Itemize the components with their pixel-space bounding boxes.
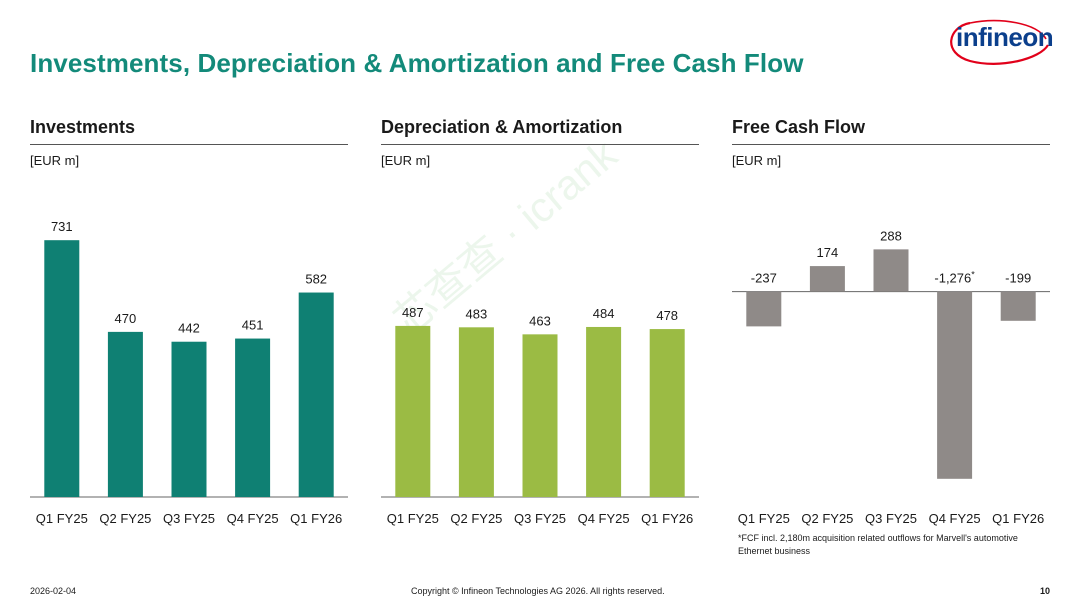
fcf-category-label-3: Q3 FY25 <box>865 511 917 526</box>
fcf-title: Free Cash Flow <box>732 117 866 137</box>
investments-bar-1 <box>44 240 80 497</box>
logo-swoosh-icon <box>950 19 1049 65</box>
fcf-bar-1 <box>746 291 782 327</box>
fcf-value-label-3: 288 <box>880 228 902 243</box>
fcf-footnote: *FCF incl. 2,180m acquisition related ou… <box>738 533 1018 556</box>
depreciation-title: Depreciation & Amortization <box>381 117 623 137</box>
depreciation-rule <box>381 144 699 145</box>
depreciation-bar-3 <box>522 334 558 497</box>
investments-category-label-3: Q3 FY25 <box>163 511 215 526</box>
page-number: 10 <box>1040 586 1051 596</box>
investments-bar-3 <box>171 341 207 497</box>
investments-chart: 731 Q1 FY25 470 Q2 FY25 442 Q3 FY25 451 Q4 FY25… <box>30 219 348 526</box>
fcf-value-label-4: -1,276* <box>934 270 975 286</box>
fcf-bar-4 <box>937 291 973 479</box>
fcf-value-note-4: * <box>971 270 975 280</box>
fcf-category-label-4: Q4 FY25 <box>929 511 981 526</box>
fcf-value-label-5: -199 <box>1005 271 1031 286</box>
fcf-bar-2 <box>809 266 845 292</box>
fcf-bar-3 <box>873 249 909 292</box>
fcf-bar-5 <box>1000 291 1036 321</box>
fcf-category-label-5: Q1 FY26 <box>992 511 1044 526</box>
depreciation-value-label-1: 487 <box>402 305 424 320</box>
depreciation-category-label-1: Q1 FY25 <box>387 511 439 526</box>
depreciation-value-label-2: 483 <box>466 306 488 321</box>
footer-copyright: Copyright © Infineon Technologies AG 202… <box>411 586 665 596</box>
depreciation-category-label-3: Q3 FY25 <box>514 511 566 526</box>
investments-rule <box>30 144 348 145</box>
investments-value-label-4: 451 <box>242 318 264 333</box>
depreciation-value-label-5: 478 <box>656 308 678 323</box>
depreciation-category-label-2: Q2 FY25 <box>450 511 502 526</box>
depreciation-chart: 487 Q1 FY25 483 Q2 FY25 463 Q3 FY25 484 Q4 FY25… <box>381 305 699 526</box>
depreciation-value-label-3: 463 <box>529 313 551 328</box>
investments-category-label-5: Q1 FY26 <box>290 511 342 526</box>
fcf-chart: -237 Q1 FY25 174 Q2 FY25 288 Q3 FY25 -1,276* Q4… <box>732 228 1050 526</box>
depreciation-category-label-4: Q4 FY25 <box>578 511 630 526</box>
logo-text: infineon <box>956 22 1054 52</box>
page-title: Investments, Depreciation & Amortization… <box>30 48 804 78</box>
investments-category-label-1: Q1 FY25 <box>36 511 88 526</box>
fcf-value-label-1: -237 <box>751 271 777 286</box>
investments-value-label-1: 731 <box>51 219 73 234</box>
investments-value-label-5: 582 <box>305 272 327 287</box>
depreciation-bar-2 <box>458 327 494 497</box>
fcf-category-label-2: Q2 FY25 <box>801 511 853 526</box>
fcf-rule <box>732 144 1050 145</box>
depreciation-bar-4 <box>586 326 622 497</box>
depreciation-bar-1 <box>395 325 431 497</box>
investments-unit: [EUR m] <box>30 153 80 168</box>
fcf-value-label-2: 174 <box>817 245 839 260</box>
footer-date: 2026-02-04 <box>30 586 77 596</box>
depreciation-category-label-5: Q1 FY26 <box>641 511 693 526</box>
investments-bar-2 <box>107 331 143 497</box>
investments-bar-4 <box>235 338 271 497</box>
investments-category-label-2: Q2 FY25 <box>99 511 151 526</box>
depreciation-value-label-4: 484 <box>593 306 615 321</box>
depreciation-bar-5 <box>649 329 685 497</box>
investments-category-label-4: Q4 FY25 <box>227 511 279 526</box>
depreciation-unit: [EUR m] <box>381 153 431 168</box>
investments-title: Investments <box>30 117 136 137</box>
fcf-category-label-1: Q1 FY25 <box>738 511 790 526</box>
investments-value-label-3: 442 <box>178 321 200 336</box>
investments-value-label-2: 470 <box>115 311 137 326</box>
investments-bar-5 <box>298 292 334 497</box>
fcf-unit: [EUR m] <box>732 153 782 168</box>
